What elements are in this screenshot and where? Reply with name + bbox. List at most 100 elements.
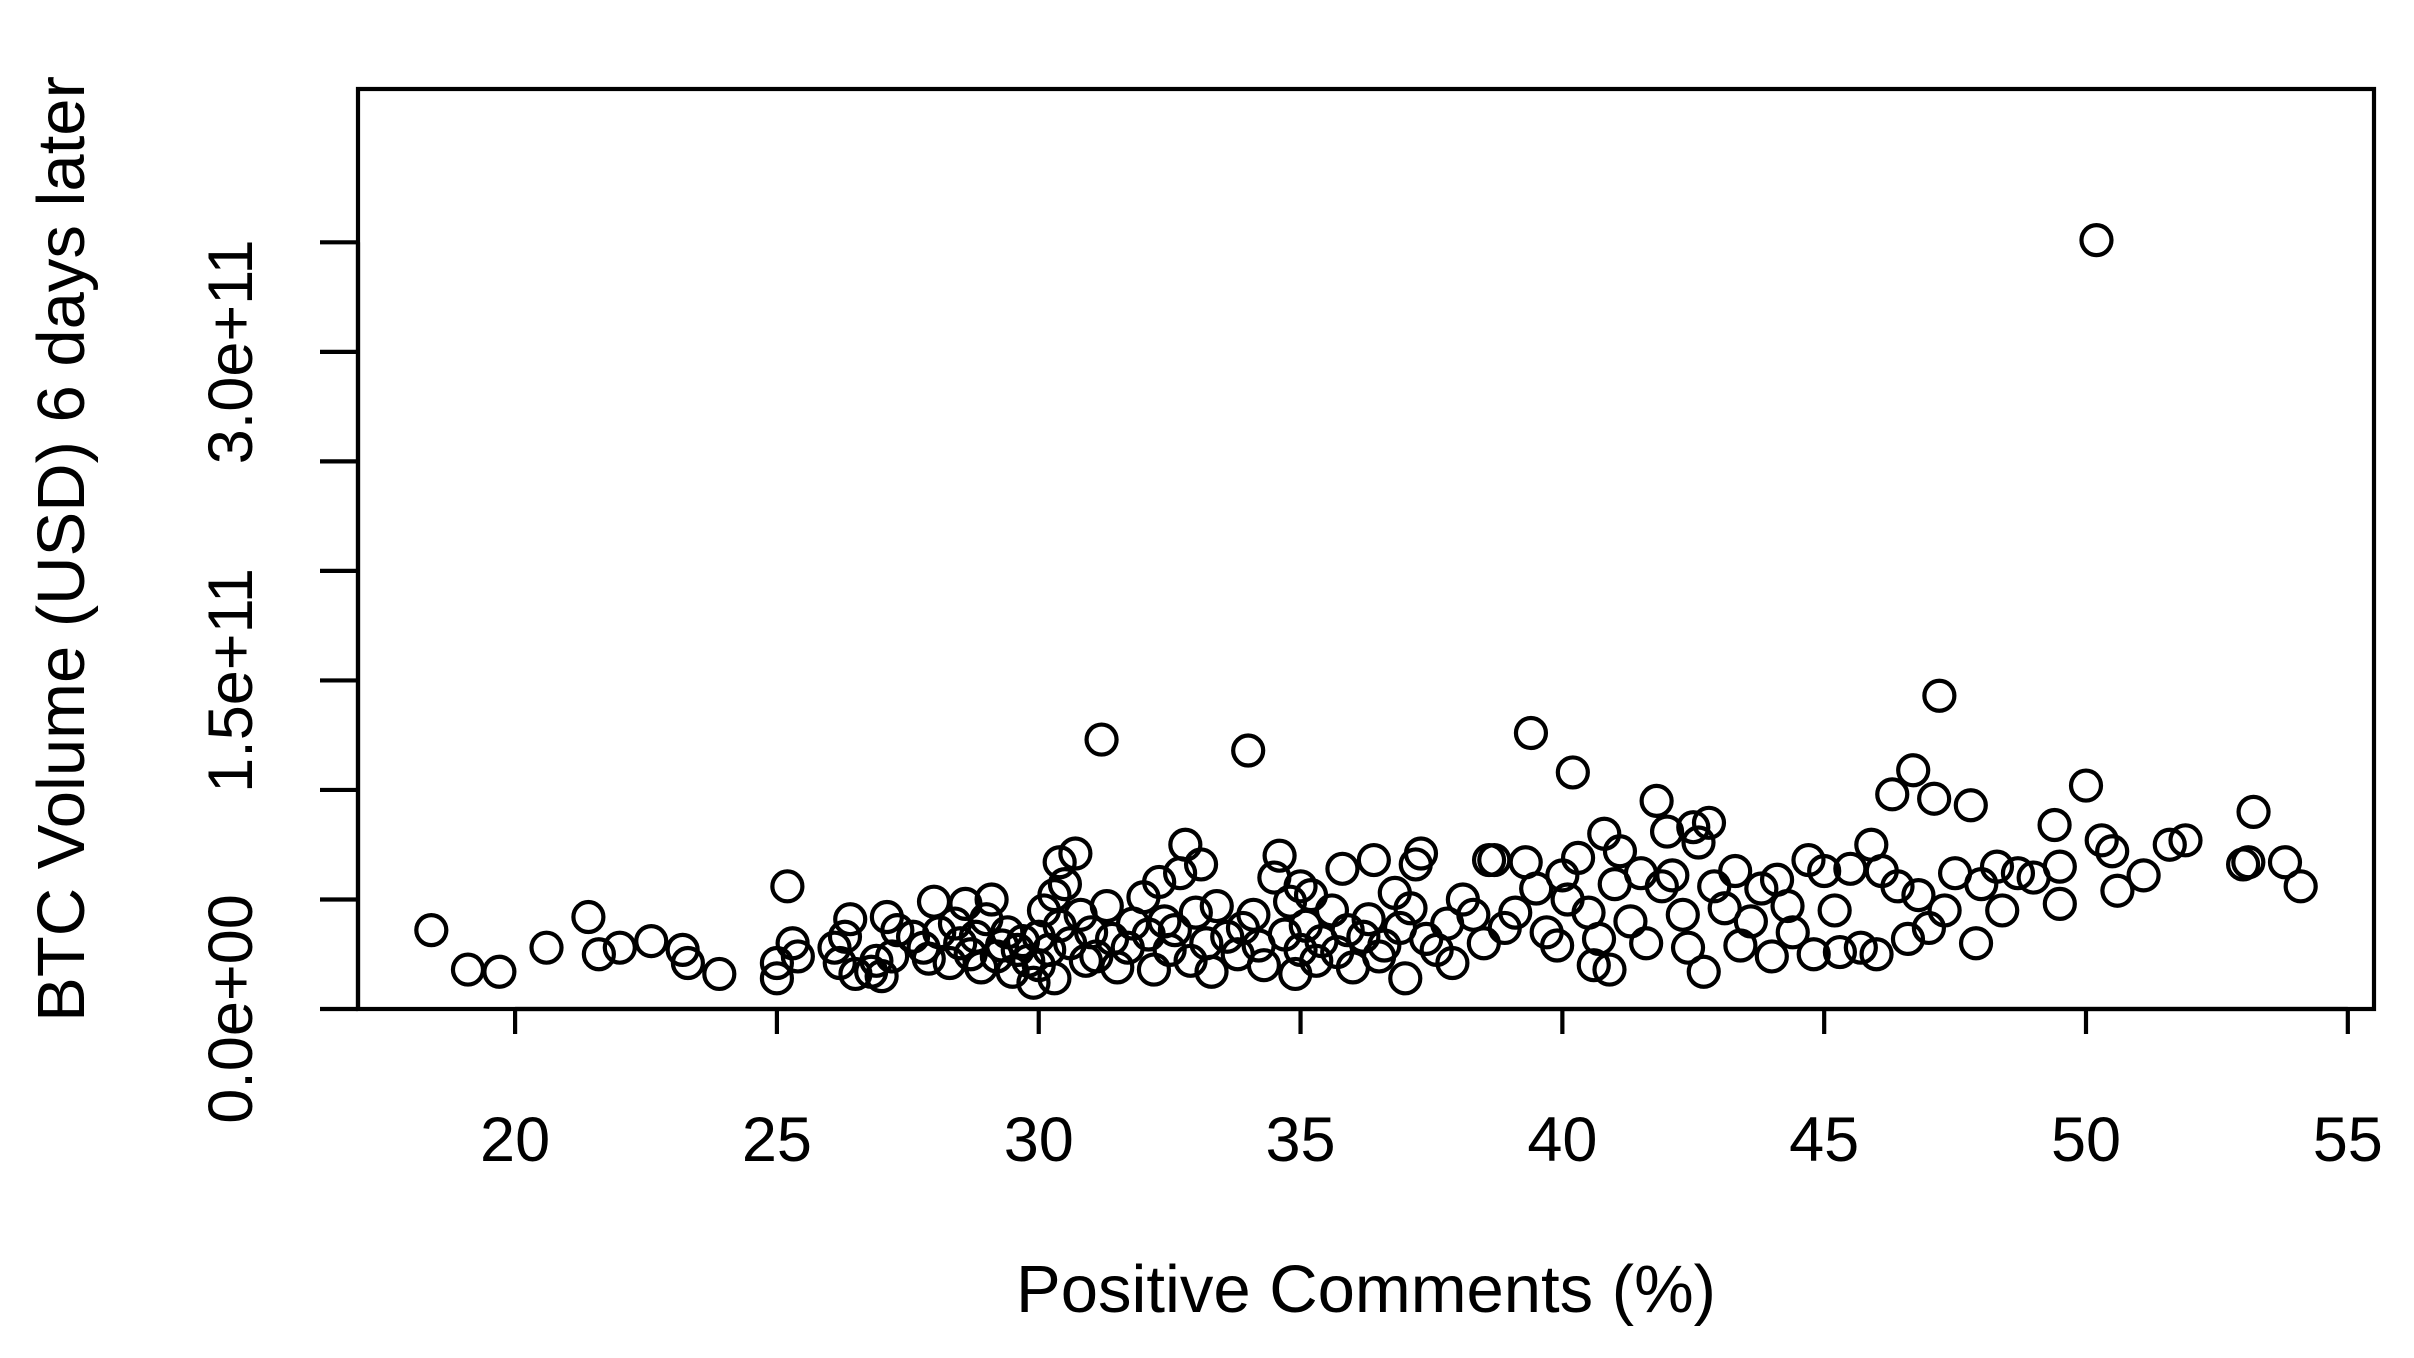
data-point — [827, 919, 863, 954]
x-tick-label: 30 — [1004, 1105, 1074, 1175]
data-point — [2267, 845, 2303, 880]
data-point — [1142, 864, 1177, 900]
data-point — [1670, 930, 1706, 965]
data-point — [1351, 902, 1386, 937]
data-point — [1681, 825, 1716, 860]
data-point — [1676, 810, 1711, 845]
data-point — [1262, 838, 1297, 873]
data-point — [1592, 952, 1627, 987]
data-point — [1665, 897, 1700, 932]
data-point — [1100, 950, 1135, 985]
data-point — [1199, 888, 1234, 924]
data-point — [1183, 847, 1219, 882]
data-point — [2095, 834, 2130, 869]
data-point — [2126, 858, 2161, 893]
data-point — [1084, 722, 1119, 757]
data-point — [859, 943, 894, 978]
y-tick-label: 1.5e+11 — [196, 568, 266, 793]
data-point — [2168, 823, 2203, 858]
data-point — [702, 956, 737, 992]
data-point — [1283, 869, 1318, 904]
x-tick-label: 40 — [1527, 1105, 1597, 1175]
data-point — [1691, 805, 1727, 840]
data-point — [1581, 921, 1617, 957]
data-point — [1602, 834, 1638, 869]
data-point — [1655, 858, 1690, 893]
x-tick-label: 35 — [1266, 1105, 1336, 1175]
data-point — [581, 937, 616, 972]
data-point — [2236, 794, 2271, 829]
data-point — [1042, 908, 1077, 943]
data-point — [529, 930, 564, 965]
x-tick-label: 50 — [2051, 1105, 2121, 1175]
x-axis-title: Positive Comments (%) — [1016, 1252, 1716, 1327]
data-point — [602, 930, 637, 965]
data-point — [1718, 853, 1753, 889]
data-points — [414, 223, 2318, 1000]
data-point — [1388, 961, 1423, 996]
data-point — [974, 882, 1009, 917]
data-point — [1733, 904, 1768, 939]
data-point — [780, 939, 815, 974]
data-point — [833, 902, 868, 937]
data-point — [1576, 948, 1611, 983]
data-point — [1979, 849, 2015, 884]
y-tick-label: 3.0e+11 — [196, 239, 266, 464]
data-point — [1325, 851, 1360, 886]
data-point — [634, 923, 669, 959]
x-axis: 20 25 30 35 40 45 50 55 — [480, 1006, 2383, 1175]
data-point — [1896, 753, 1931, 788]
data-point — [943, 926, 978, 961]
data-point — [1194, 954, 1229, 989]
data-point — [1519, 871, 1554, 906]
data-point — [1073, 915, 1109, 950]
data-point — [1822, 934, 1857, 970]
data-point — [1058, 836, 1093, 871]
data-point — [1157, 913, 1192, 948]
data-point — [1403, 836, 1439, 871]
data-point — [1089, 888, 1124, 924]
data-point — [1875, 777, 1910, 812]
x-tick-label: 55 — [2313, 1105, 2383, 1175]
data-point — [2152, 827, 2187, 862]
data-point — [1560, 840, 1596, 875]
data-point — [880, 913, 915, 948]
data-point — [1890, 921, 1926, 957]
data-point — [817, 930, 852, 965]
data-point — [759, 961, 795, 996]
data-point — [1843, 930, 1878, 965]
data-point — [1796, 937, 1831, 972]
data-point — [2042, 849, 2077, 884]
data-point — [1807, 853, 1842, 889]
data-point — [1707, 891, 1742, 926]
data-point — [1917, 781, 1952, 816]
data-point — [2037, 807, 2072, 843]
data-point — [2042, 886, 2077, 921]
data-point — [864, 959, 899, 994]
data-point — [1016, 965, 1051, 1000]
data-point — [895, 919, 931, 954]
data-point — [1356, 842, 1391, 878]
data-point — [1964, 867, 1999, 902]
data-point — [2283, 869, 2318, 904]
data-point — [1330, 913, 1365, 948]
data-point — [1178, 895, 1213, 930]
data-point — [1686, 954, 1721, 989]
data-point — [414, 913, 449, 948]
data-point — [1770, 888, 1805, 924]
data-point — [1927, 893, 1962, 928]
data-point — [1152, 932, 1187, 967]
data-point — [1958, 926, 1994, 961]
data-point — [770, 869, 805, 904]
data-point — [2231, 845, 2266, 880]
data-point — [1775, 915, 1810, 950]
data-point — [2068, 768, 2104, 803]
data-point — [2100, 873, 2135, 908]
data-point — [1985, 893, 2020, 928]
data-point — [1859, 937, 1894, 972]
data-point — [2000, 856, 2036, 891]
data-point — [1880, 869, 1915, 904]
x-tick-label: 20 — [480, 1105, 550, 1175]
data-point — [1231, 733, 1266, 768]
